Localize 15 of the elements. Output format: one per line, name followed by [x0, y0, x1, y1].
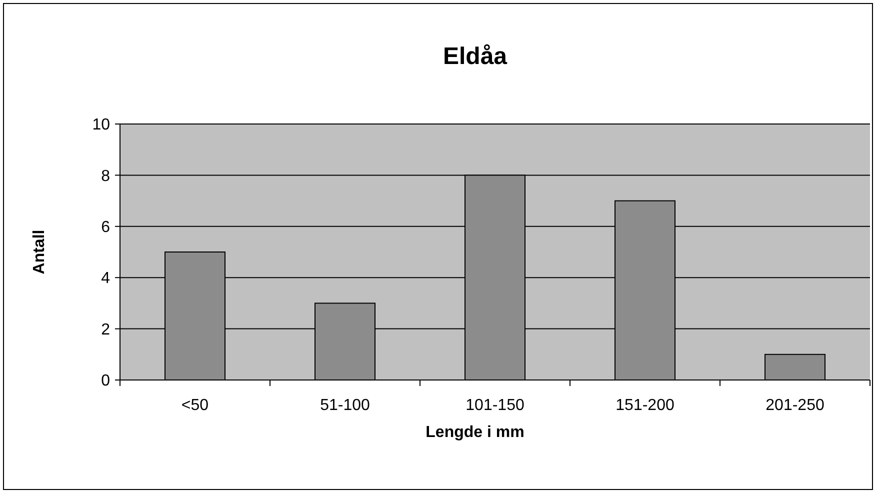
y-tick-label: 10 — [92, 116, 110, 134]
x-tick-label: 201-250 — [766, 397, 824, 414]
y-tick-label: 2 — [101, 321, 110, 338]
x-tick-label: 101-150 — [466, 397, 524, 414]
chart-title: Eldåa — [442, 43, 508, 70]
x-tick-label: 51-100 — [320, 397, 370, 414]
y-axis-title: Antall — [31, 230, 48, 274]
x-tick-label: <50 — [181, 397, 209, 414]
y-tick-label: 4 — [101, 270, 110, 288]
y-tick-label: 0 — [101, 372, 110, 390]
bar — [764, 354, 826, 380]
x-axis-title: Lengde i mm — [426, 424, 524, 441]
y-tick-label: 6 — [101, 219, 110, 236]
x-tick-label: 151-200 — [616, 397, 674, 414]
y-tick-label: 8 — [101, 168, 110, 185]
